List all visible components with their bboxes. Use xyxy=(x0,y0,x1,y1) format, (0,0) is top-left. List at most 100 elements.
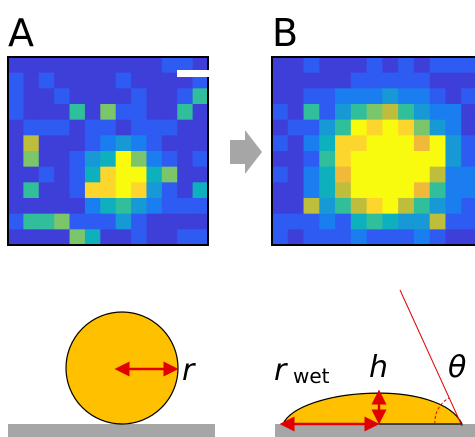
pixel xyxy=(161,166,178,183)
pixel xyxy=(429,57,446,74)
pixel xyxy=(350,104,368,121)
pixel xyxy=(413,198,431,215)
pixel xyxy=(8,104,24,121)
pixel xyxy=(382,182,399,199)
pixel xyxy=(350,88,368,105)
pixel xyxy=(413,182,431,199)
pixel xyxy=(398,213,415,230)
pixel xyxy=(398,88,415,105)
pixel xyxy=(38,229,55,246)
pixel xyxy=(350,119,368,136)
pixel xyxy=(398,135,415,152)
pixel xyxy=(115,198,132,215)
pixel xyxy=(69,72,86,89)
pixel xyxy=(8,229,24,246)
pixel xyxy=(161,182,178,199)
pixel xyxy=(161,229,178,246)
wet-radius-label: r xyxy=(274,353,288,388)
pixel xyxy=(335,213,352,230)
pixel xyxy=(131,88,147,105)
pixel xyxy=(445,72,462,89)
pixel xyxy=(8,57,24,74)
pixel xyxy=(445,119,462,136)
pixel xyxy=(23,57,40,74)
pixel xyxy=(177,182,194,199)
pixel xyxy=(84,119,101,136)
pixel xyxy=(350,151,368,168)
pixel xyxy=(100,198,117,215)
pixel xyxy=(192,213,209,230)
pixel xyxy=(192,57,209,74)
pixel xyxy=(100,104,117,121)
pixel xyxy=(272,88,289,105)
pixel xyxy=(366,72,383,89)
pixel xyxy=(161,104,178,121)
pixel xyxy=(192,229,209,246)
pixel xyxy=(131,182,147,199)
pixel xyxy=(54,182,71,199)
pixel xyxy=(38,151,55,168)
pixel xyxy=(192,135,209,152)
pixel xyxy=(287,166,305,183)
pixel xyxy=(382,104,399,121)
pixel xyxy=(445,135,462,152)
pixel xyxy=(192,88,209,105)
pixel xyxy=(100,213,117,230)
pixel xyxy=(8,182,24,199)
pixel xyxy=(429,72,446,89)
pixel xyxy=(84,72,101,89)
pixel xyxy=(8,88,24,105)
pixel xyxy=(413,57,431,74)
pixel xyxy=(319,104,336,121)
pixel xyxy=(69,151,86,168)
pixel xyxy=(461,119,475,136)
pixel xyxy=(366,198,383,215)
pixel xyxy=(131,104,147,121)
pixel xyxy=(69,104,86,121)
pixel xyxy=(115,182,132,199)
pixel xyxy=(38,119,55,136)
pixel xyxy=(319,229,336,246)
pixel xyxy=(84,151,101,168)
pixel xyxy=(350,166,368,183)
pixel xyxy=(177,213,194,230)
pixel xyxy=(69,229,86,246)
pixel xyxy=(23,72,40,89)
pixel xyxy=(445,229,462,246)
pixel xyxy=(38,213,55,230)
pixel xyxy=(69,119,86,136)
pixel xyxy=(38,72,55,89)
pixel xyxy=(84,213,101,230)
pixel xyxy=(445,88,462,105)
pixel xyxy=(335,104,352,121)
pixel xyxy=(177,135,194,152)
panel-label: B xyxy=(272,11,298,55)
pixel xyxy=(319,72,336,89)
wet-subscript: wet xyxy=(293,364,330,388)
pixel xyxy=(177,88,194,105)
pixel xyxy=(54,198,71,215)
pixel xyxy=(84,135,101,152)
pixel xyxy=(287,182,305,199)
pixel xyxy=(445,57,462,74)
pixel xyxy=(366,182,383,199)
pixel xyxy=(287,72,305,89)
pixel xyxy=(54,213,71,230)
pixel xyxy=(84,182,101,199)
pixel xyxy=(115,166,132,183)
pixel xyxy=(335,229,352,246)
pixel xyxy=(398,72,415,89)
pixel xyxy=(272,72,289,89)
pixel xyxy=(429,229,446,246)
pixel xyxy=(445,198,462,215)
pixel xyxy=(287,104,305,121)
pixel xyxy=(398,166,415,183)
substrate xyxy=(8,424,215,437)
pixel xyxy=(8,166,24,183)
pixel xyxy=(38,135,55,152)
pixel xyxy=(303,88,320,105)
pixel xyxy=(146,229,163,246)
pixel xyxy=(319,119,336,136)
pixel xyxy=(100,72,117,89)
pixel xyxy=(69,182,86,199)
